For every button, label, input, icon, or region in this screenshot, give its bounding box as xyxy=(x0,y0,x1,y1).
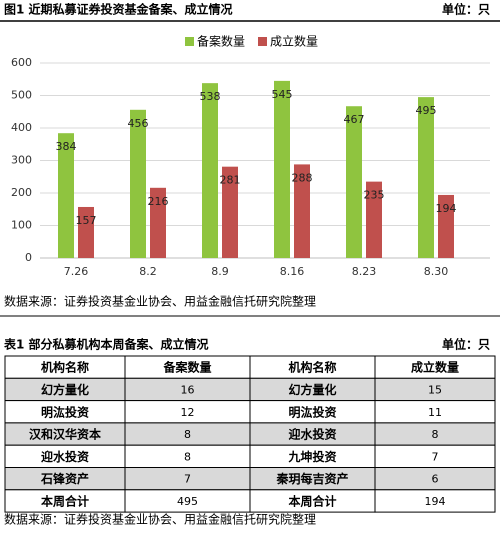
table-text: 8 xyxy=(184,450,191,463)
bar xyxy=(418,97,434,258)
table-title: 表1 部分私募机构本周备案、成立情况 xyxy=(3,337,209,352)
y-tick-label: 500 xyxy=(11,89,32,102)
table-text: 明汯投资 xyxy=(41,404,89,419)
table-source: 数据来源：证券投资基金业协会、用益金融信托研究院整理 xyxy=(4,512,316,527)
figure-title: 图1 近期私募证券投资基金备案、成立情况 xyxy=(4,2,233,17)
table-text: 194 xyxy=(425,495,446,508)
table-text: 7 xyxy=(432,450,439,463)
x-tick-label: 8.16 xyxy=(280,265,305,278)
bar xyxy=(58,133,74,258)
table-text: 九坤投资 xyxy=(287,449,336,464)
table-unit: 单位：只 xyxy=(442,337,490,352)
table-text: 495 xyxy=(177,495,198,508)
x-tick-label: 8.9 xyxy=(211,265,229,278)
bar xyxy=(78,206,94,258)
bar xyxy=(202,83,218,259)
table-header: 机构名称 xyxy=(41,360,89,375)
table-text: 汉和汉华资本 xyxy=(29,427,101,442)
y-tick-label: 400 xyxy=(11,121,32,134)
legend-label: 备案数量 xyxy=(197,34,245,49)
y-tick-label: 300 xyxy=(11,154,32,167)
x-tick-label: 8.23 xyxy=(352,265,377,278)
legend-swatch xyxy=(258,37,267,46)
legend-swatch xyxy=(185,37,194,46)
bar xyxy=(294,164,310,258)
table-header: 成立数量 xyxy=(411,360,459,375)
value-label: 281 xyxy=(220,174,241,187)
table-cell xyxy=(374,489,496,513)
value-label: 538 xyxy=(200,90,221,103)
y-tick-label: 200 xyxy=(11,186,32,199)
table-text: 幻方量化 xyxy=(41,382,89,397)
table-text: 幻方量化 xyxy=(288,382,336,397)
table-text: 石锋资产 xyxy=(40,471,89,486)
table-text: 本周合计 xyxy=(41,493,89,508)
bar xyxy=(274,80,290,258)
table-header: 机构名称 xyxy=(288,360,336,375)
bar xyxy=(366,181,382,258)
y-tick-label: 0 xyxy=(25,251,32,264)
bar xyxy=(438,194,454,258)
value-label: 216 xyxy=(148,195,169,208)
value-label: 235 xyxy=(364,189,385,202)
bar xyxy=(150,187,166,258)
value-label: 194 xyxy=(436,202,457,215)
figure-source: 数据来源：证券投资基金业协会、用益金融信托研究院整理 xyxy=(4,294,316,309)
table-text: 秦玥每吉资产 xyxy=(275,471,348,486)
table-text: 迎水投资 xyxy=(288,427,336,442)
value-label: 545 xyxy=(272,88,293,101)
x-tick-label: 8.30 xyxy=(424,265,449,278)
value-label: 384 xyxy=(56,140,77,153)
x-tick-label: 7.26 xyxy=(64,265,89,278)
table-text: 6 xyxy=(432,473,439,486)
y-tick-label: 100 xyxy=(11,219,32,232)
x-tick-label: 8.2 xyxy=(139,265,157,278)
bar xyxy=(222,166,238,258)
value-label: 495 xyxy=(416,104,437,117)
table-text: 12 xyxy=(181,406,195,419)
bar xyxy=(346,106,362,258)
table-text: 8 xyxy=(184,428,191,441)
table-text: 明汯投资 xyxy=(288,404,336,419)
value-label: 467 xyxy=(344,113,365,126)
table-text: 本周合计 xyxy=(288,493,336,508)
value-label: 456 xyxy=(128,117,149,130)
table-text: 7 xyxy=(184,473,191,486)
value-label: 288 xyxy=(292,171,313,184)
table-text: 16 xyxy=(181,383,195,396)
bar xyxy=(130,109,146,258)
table-text: 8 xyxy=(432,428,439,441)
table-text: 11 xyxy=(428,406,442,419)
y-tick-label: 600 xyxy=(11,56,32,69)
legend-label: 成立数量 xyxy=(270,34,318,49)
table-text: 迎水投资 xyxy=(41,449,89,464)
table-text: 15 xyxy=(428,383,442,396)
table-header: 备案数量 xyxy=(162,360,211,375)
figure-unit: 单位：只 xyxy=(442,2,490,17)
value-label: 157 xyxy=(76,214,97,227)
